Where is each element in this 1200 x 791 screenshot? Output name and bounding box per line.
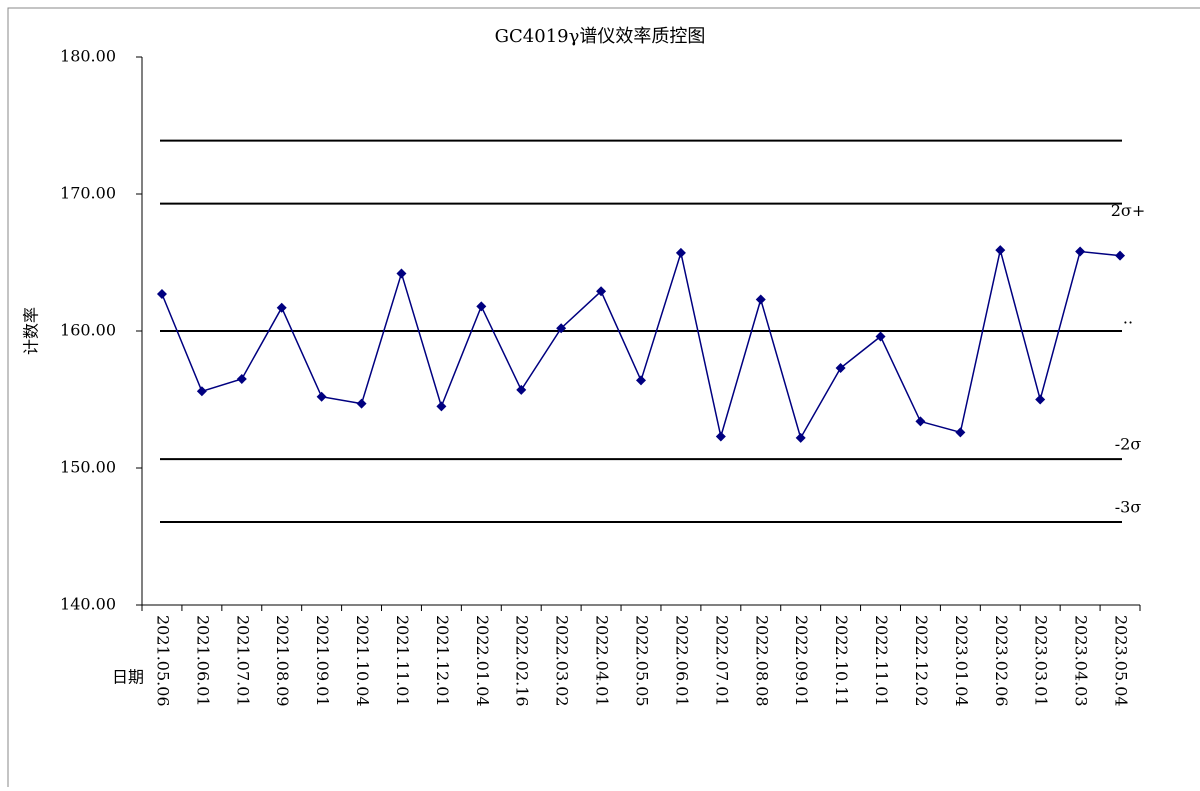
y-tick-label: 180.00 <box>60 47 116 66</box>
point-marker <box>1035 394 1046 405</box>
reference-label: -2σ <box>1115 435 1142 454</box>
point-marker <box>636 375 646 386</box>
point-marker <box>596 286 607 297</box>
x-tick-label: 2021.10.04 <box>353 615 372 707</box>
point-marker <box>1115 250 1126 261</box>
x-tick-label: 2022.01.04 <box>473 615 492 707</box>
x-axis-label: 日期 <box>112 668 144 687</box>
x-tick-label: 2021.09.01 <box>313 615 332 707</box>
point-marker <box>316 391 327 402</box>
x-tick-label: 2022.07.01 <box>712 615 731 707</box>
point-marker <box>156 289 167 300</box>
x-tick-label: 2022.11.01 <box>872 615 891 707</box>
reference-label: .. <box>1123 309 1133 328</box>
x-tick-label: 2023.05.04 <box>1112 615 1131 707</box>
point-marker <box>675 247 686 258</box>
point-marker <box>795 432 806 443</box>
point-marker <box>276 302 287 313</box>
x-tick-label: 2022.08.08 <box>752 615 771 707</box>
frame <box>7 7 1200 791</box>
point-marker <box>995 245 1006 256</box>
x-tick-label: 2023.01.04 <box>952 615 971 707</box>
point-marker <box>915 416 926 427</box>
point-marker <box>436 401 447 412</box>
x-tick-label: 2022.04.01 <box>593 615 612 707</box>
point-marker <box>556 323 567 334</box>
x-tick-label: 2022.09.01 <box>792 615 811 707</box>
point-marker <box>396 268 407 279</box>
point-marker <box>196 386 207 397</box>
point-marker <box>875 331 886 342</box>
x-tick-label: 2023.03.01 <box>1032 615 1051 707</box>
x-tick-label: 2021.08.09 <box>273 615 292 707</box>
series-line <box>161 249 1121 440</box>
y-tick-label: 170.00 <box>60 184 116 203</box>
reference-label: 2σ+ <box>1111 201 1146 220</box>
x-tick-label: 2022.02.16 <box>513 615 532 707</box>
chart-title: GC4019γ谱仪效率质控图 <box>495 26 706 47</box>
x-tick-label: 2022.10.11 <box>832 615 851 707</box>
point-marker <box>715 431 726 442</box>
y-tick-label: 160.00 <box>60 321 116 340</box>
x-tick-label: 2022.06.01 <box>672 615 691 707</box>
reference-label: -3σ <box>1115 497 1142 516</box>
x-tick-label: 2021.12.01 <box>433 615 452 707</box>
x-tick-label: 2021.06.01 <box>193 615 212 707</box>
point-marker <box>955 427 966 438</box>
x-tick-label: 2021.11.01 <box>393 615 412 707</box>
y-tick-label: 140.00 <box>60 595 116 614</box>
point-marker <box>1075 246 1086 257</box>
x-tick-label: 2021.05.06 <box>153 615 172 707</box>
point-marker <box>835 362 846 373</box>
x-tick-label: 2021.07.01 <box>233 615 252 707</box>
x-tick-label: 2023.02.06 <box>992 615 1011 707</box>
y-tick-label: 150.00 <box>60 458 116 477</box>
y-axis-label: 计数率 <box>22 307 41 355</box>
point-marker <box>476 301 487 312</box>
point-marker <box>356 398 367 409</box>
x-tick-label: 2022.12.02 <box>912 615 931 707</box>
x-tick-label: 2023.04.03 <box>1072 615 1091 707</box>
point-marker <box>236 373 247 384</box>
point-marker <box>516 384 527 395</box>
point-marker <box>755 294 766 305</box>
x-tick-label: 2022.05.05 <box>633 615 652 707</box>
x-tick-label: 2022.03.02 <box>553 615 572 707</box>
